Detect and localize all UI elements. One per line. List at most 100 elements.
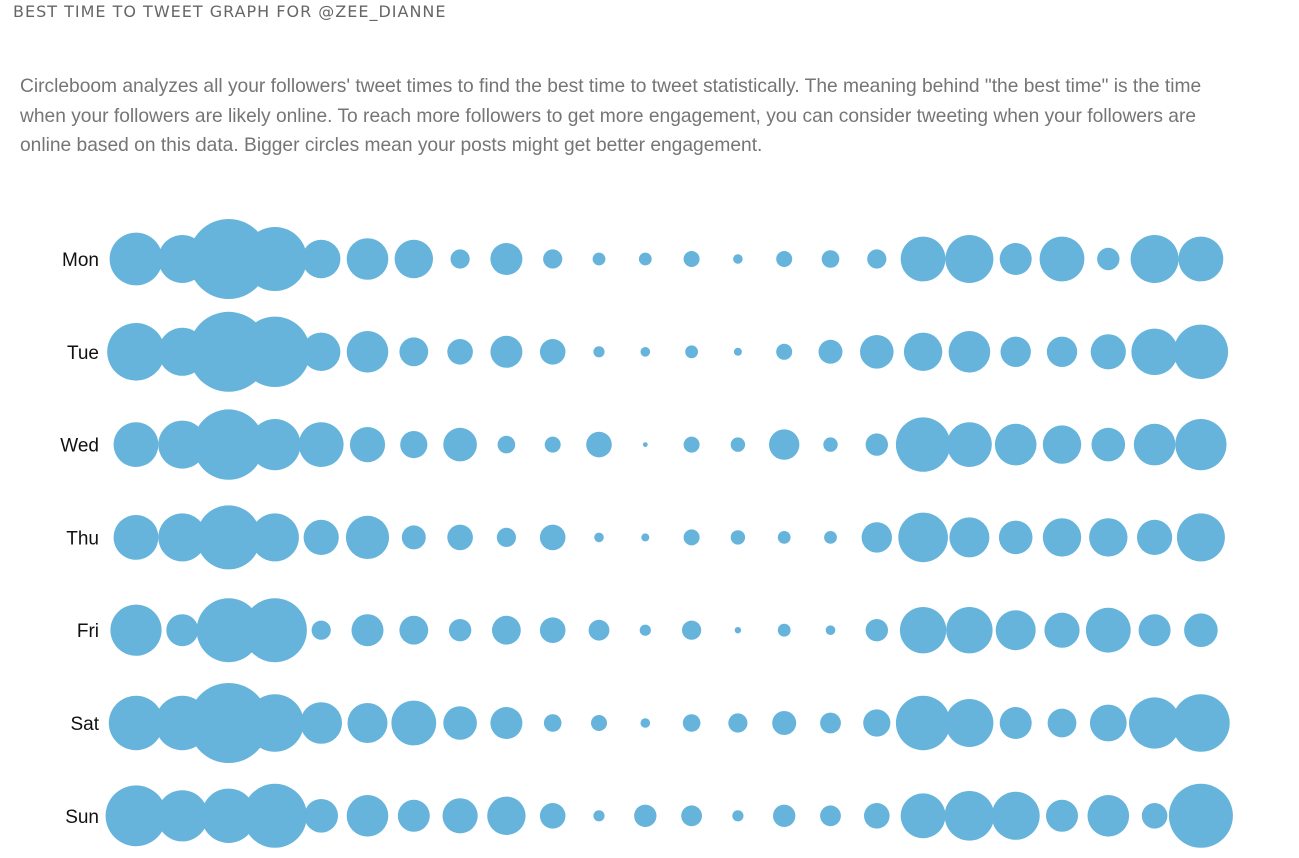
- bubble-mon-18: [945, 235, 994, 283]
- bubble-wed-5: [349, 427, 386, 463]
- bubble-sun-8: [487, 796, 526, 835]
- bubble-mon-21: [1097, 247, 1120, 271]
- bubble-mon-11: [638, 252, 652, 266]
- bubble-wed-21: [1091, 427, 1126, 462]
- bubble-tue-10: [593, 346, 605, 358]
- bubble-wed-22: [1133, 423, 1176, 466]
- bubble-sun-19: [991, 791, 1040, 840]
- bubble-wed-16: [865, 433, 888, 456]
- bubble-sun-5: [346, 795, 389, 837]
- bubble-mon-14: [776, 251, 793, 267]
- bubble-sun-16: [864, 803, 890, 829]
- bubble-wed-4: [298, 422, 344, 467]
- day-label-fri: Fri: [77, 621, 99, 642]
- bubble-sat-23: [1172, 694, 1230, 752]
- bubble-mon-13: [733, 254, 743, 264]
- bubble-wed-18: [947, 422, 992, 467]
- bubble-wed-23: [1175, 419, 1227, 471]
- bubble-fri-4: [311, 620, 331, 640]
- bubble-layer: [105, 219, 1233, 848]
- bubble-sun-3: [242, 783, 307, 848]
- bubble-mon-0: [109, 232, 163, 286]
- bubble-tue-20: [1046, 336, 1078, 367]
- bubble-sun-0: [105, 785, 167, 847]
- bubble-sat-9: [543, 714, 562, 732]
- bubble-sat-8: [490, 707, 523, 739]
- bubble-thu-7: [447, 524, 473, 551]
- bubble-wed-13: [730, 437, 746, 452]
- bubble-sat-18: [945, 699, 994, 747]
- bubble-thu-21: [1089, 518, 1128, 557]
- bubble-fri-7: [448, 619, 472, 642]
- bubble-sat-4: [300, 702, 343, 744]
- bubble-fri-5: [351, 614, 384, 647]
- chart-description: Circleboom analyzes all your followers' …: [20, 76, 1202, 156]
- bubble-sat-15: [820, 712, 841, 734]
- bubble-wed-20: [1042, 425, 1082, 464]
- bubble-sat-11: [640, 718, 651, 728]
- bubble-sat-12: [682, 714, 701, 732]
- bubble-sun-12: [681, 805, 702, 827]
- bubble-sat-10: [591, 715, 607, 731]
- bubble-wed-6: [400, 431, 428, 459]
- bubble-sun-7: [442, 798, 478, 834]
- bubble-sun-1: [156, 790, 208, 842]
- bubble-sat-20: [1047, 708, 1077, 738]
- bubble-tue-22: [1131, 328, 1178, 375]
- bubble-mon-6: [394, 239, 433, 279]
- bubble-wed-3: [249, 419, 301, 471]
- bubble-sun-4: [304, 799, 339, 833]
- bubble-fri-14: [777, 623, 791, 637]
- bubble-sat-14: [772, 711, 797, 735]
- bubble-thu-14: [777, 531, 791, 544]
- bubble-sat-21: [1089, 704, 1127, 742]
- bubble-fri-9: [539, 617, 566, 643]
- day-label-sat: Sat: [70, 714, 99, 735]
- bubble-fri-16: [865, 619, 888, 642]
- bubble-tue-13: [733, 347, 742, 356]
- bubble-sun-21: [1087, 795, 1130, 837]
- bubble-wed-1: [158, 420, 207, 469]
- bubble-mon-9: [543, 249, 563, 269]
- bubble-sun-6: [397, 799, 430, 832]
- bubble-thu-15: [824, 531, 837, 544]
- bubble-thu-16: [861, 522, 892, 553]
- bubble-thu-2: [196, 505, 261, 570]
- bubble-wed-0: [113, 422, 159, 467]
- bubble-tue-16: [860, 335, 894, 369]
- bubble-tue-5: [346, 331, 389, 373]
- bubble-sun-2: [201, 788, 256, 843]
- bubble-sat-2: [188, 683, 269, 763]
- bubble-sat-7: [443, 706, 477, 740]
- bubble-fri-21: [1085, 607, 1131, 653]
- bubble-sat-0: [108, 695, 164, 751]
- bubble-tue-7: [447, 339, 473, 365]
- bubble-fri-3: [242, 598, 307, 663]
- bubble-thu-18: [949, 517, 990, 558]
- bubble-tue-17: [903, 332, 943, 371]
- bubble-fri-10: [588, 619, 610, 641]
- bubble-sun-15: [820, 805, 841, 827]
- bubble-fri-17: [899, 607, 947, 654]
- bubble-fri-12: [682, 620, 702, 640]
- bubble-thu-3: [250, 513, 299, 562]
- bubble-fri-0: [110, 604, 162, 656]
- bubble-thu-0: [113, 515, 159, 560]
- bubble-thu-9: [539, 524, 566, 551]
- bubble-mon-23: [1178, 236, 1224, 282]
- bubble-sat-19: [999, 707, 1032, 739]
- bubble-tue-3: [239, 316, 311, 387]
- bubble-thu-4: [303, 519, 339, 556]
- bubble-mon-4: [302, 239, 341, 279]
- bubble-sun-10: [593, 810, 605, 822]
- bubble-thu-20: [1042, 518, 1082, 557]
- bubble-sat-6: [391, 700, 437, 746]
- bubble-thu-8: [496, 527, 516, 548]
- bubble-fri-11: [639, 624, 651, 636]
- bubble-sun-22: [1141, 803, 1168, 829]
- bubble-wed-12: [683, 436, 700, 453]
- bubble-thu-12: [683, 529, 700, 546]
- bubble-tue-15: [818, 339, 843, 364]
- bubble-tue-14: [776, 343, 793, 360]
- bubble-sun-11: [634, 804, 657, 827]
